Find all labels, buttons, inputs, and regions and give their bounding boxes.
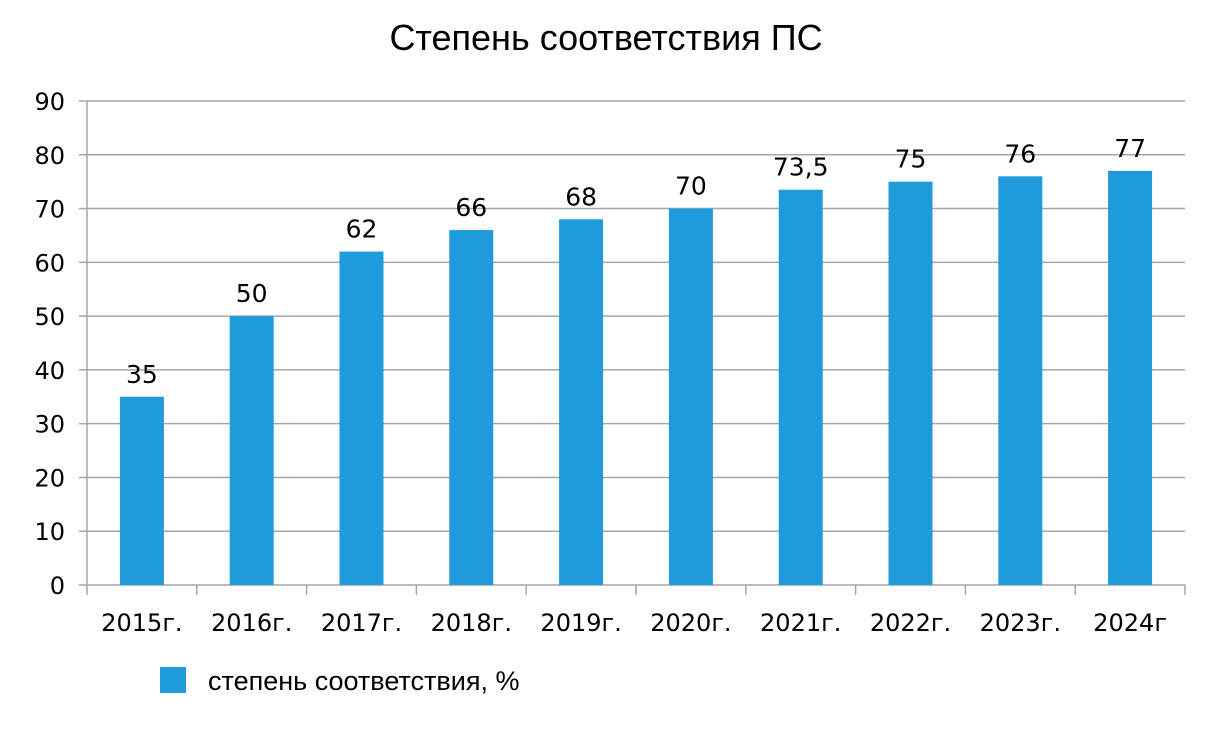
x-tick-label: 2023г. xyxy=(980,609,1061,637)
bar xyxy=(1108,170,1153,585)
x-axis-categories: 2015г. 2016г. 2017г. 2018г. 2019г. 2020г. 2021… xyxy=(101,609,1167,637)
bar xyxy=(888,181,933,585)
legend: степень соответствия, % xyxy=(160,666,519,696)
x-tick-label: 2017г. xyxy=(321,609,402,637)
data-label: 77 xyxy=(1114,134,1146,163)
x-tick-label: 2021г. xyxy=(760,609,841,637)
bar xyxy=(668,208,713,586)
data-labels: 35 50 62 66 68 70 73,5 75 76 77 xyxy=(126,134,1146,389)
data-label: 68 xyxy=(565,182,597,211)
data-label: 66 xyxy=(455,193,487,222)
y-tick-label: 70 xyxy=(34,196,65,224)
x-tick-label: 2020г. xyxy=(650,609,731,637)
bar xyxy=(778,189,823,585)
x-tick-label: 2016г. xyxy=(211,609,292,637)
data-label: 70 xyxy=(675,172,707,201)
chart-title: Степень соответствия ПС xyxy=(389,17,822,58)
y-tick-label: 80 xyxy=(34,142,65,170)
data-label: 73,5 xyxy=(773,153,829,182)
data-label: 62 xyxy=(346,215,378,244)
bar xyxy=(559,219,604,586)
y-tick-label: 30 xyxy=(34,411,65,439)
bar xyxy=(119,396,164,585)
x-tick-label: 2015г. xyxy=(101,609,182,637)
x-tick-label: 2019г. xyxy=(540,609,621,637)
y-tick-label: 60 xyxy=(34,249,65,277)
y-tick-label: 20 xyxy=(34,464,65,492)
bar xyxy=(229,316,274,585)
bar xyxy=(339,251,384,586)
data-label: 35 xyxy=(126,360,158,389)
y-tick-label: 90 xyxy=(34,88,65,116)
y-tick-label: 0 xyxy=(50,572,65,600)
y-tick-label: 50 xyxy=(34,303,65,331)
x-tick-label: 2018г. xyxy=(431,609,512,637)
bars xyxy=(119,170,1153,586)
y-tick-label: 40 xyxy=(34,357,65,385)
data-label: 76 xyxy=(1004,139,1036,168)
bar xyxy=(449,230,494,586)
legend-swatch xyxy=(160,667,186,693)
y-axis-ticks: 0 10 20 30 40 50 60 70 80 90 xyxy=(34,88,87,600)
x-tick-label: 2024г xyxy=(1093,609,1167,637)
data-label: 50 xyxy=(236,279,268,308)
legend-label: степень соответствия, % xyxy=(208,666,519,696)
bar xyxy=(998,176,1043,586)
data-label: 75 xyxy=(895,145,927,174)
x-tick-label: 2022г. xyxy=(870,609,951,637)
y-tick-label: 10 xyxy=(34,518,65,546)
